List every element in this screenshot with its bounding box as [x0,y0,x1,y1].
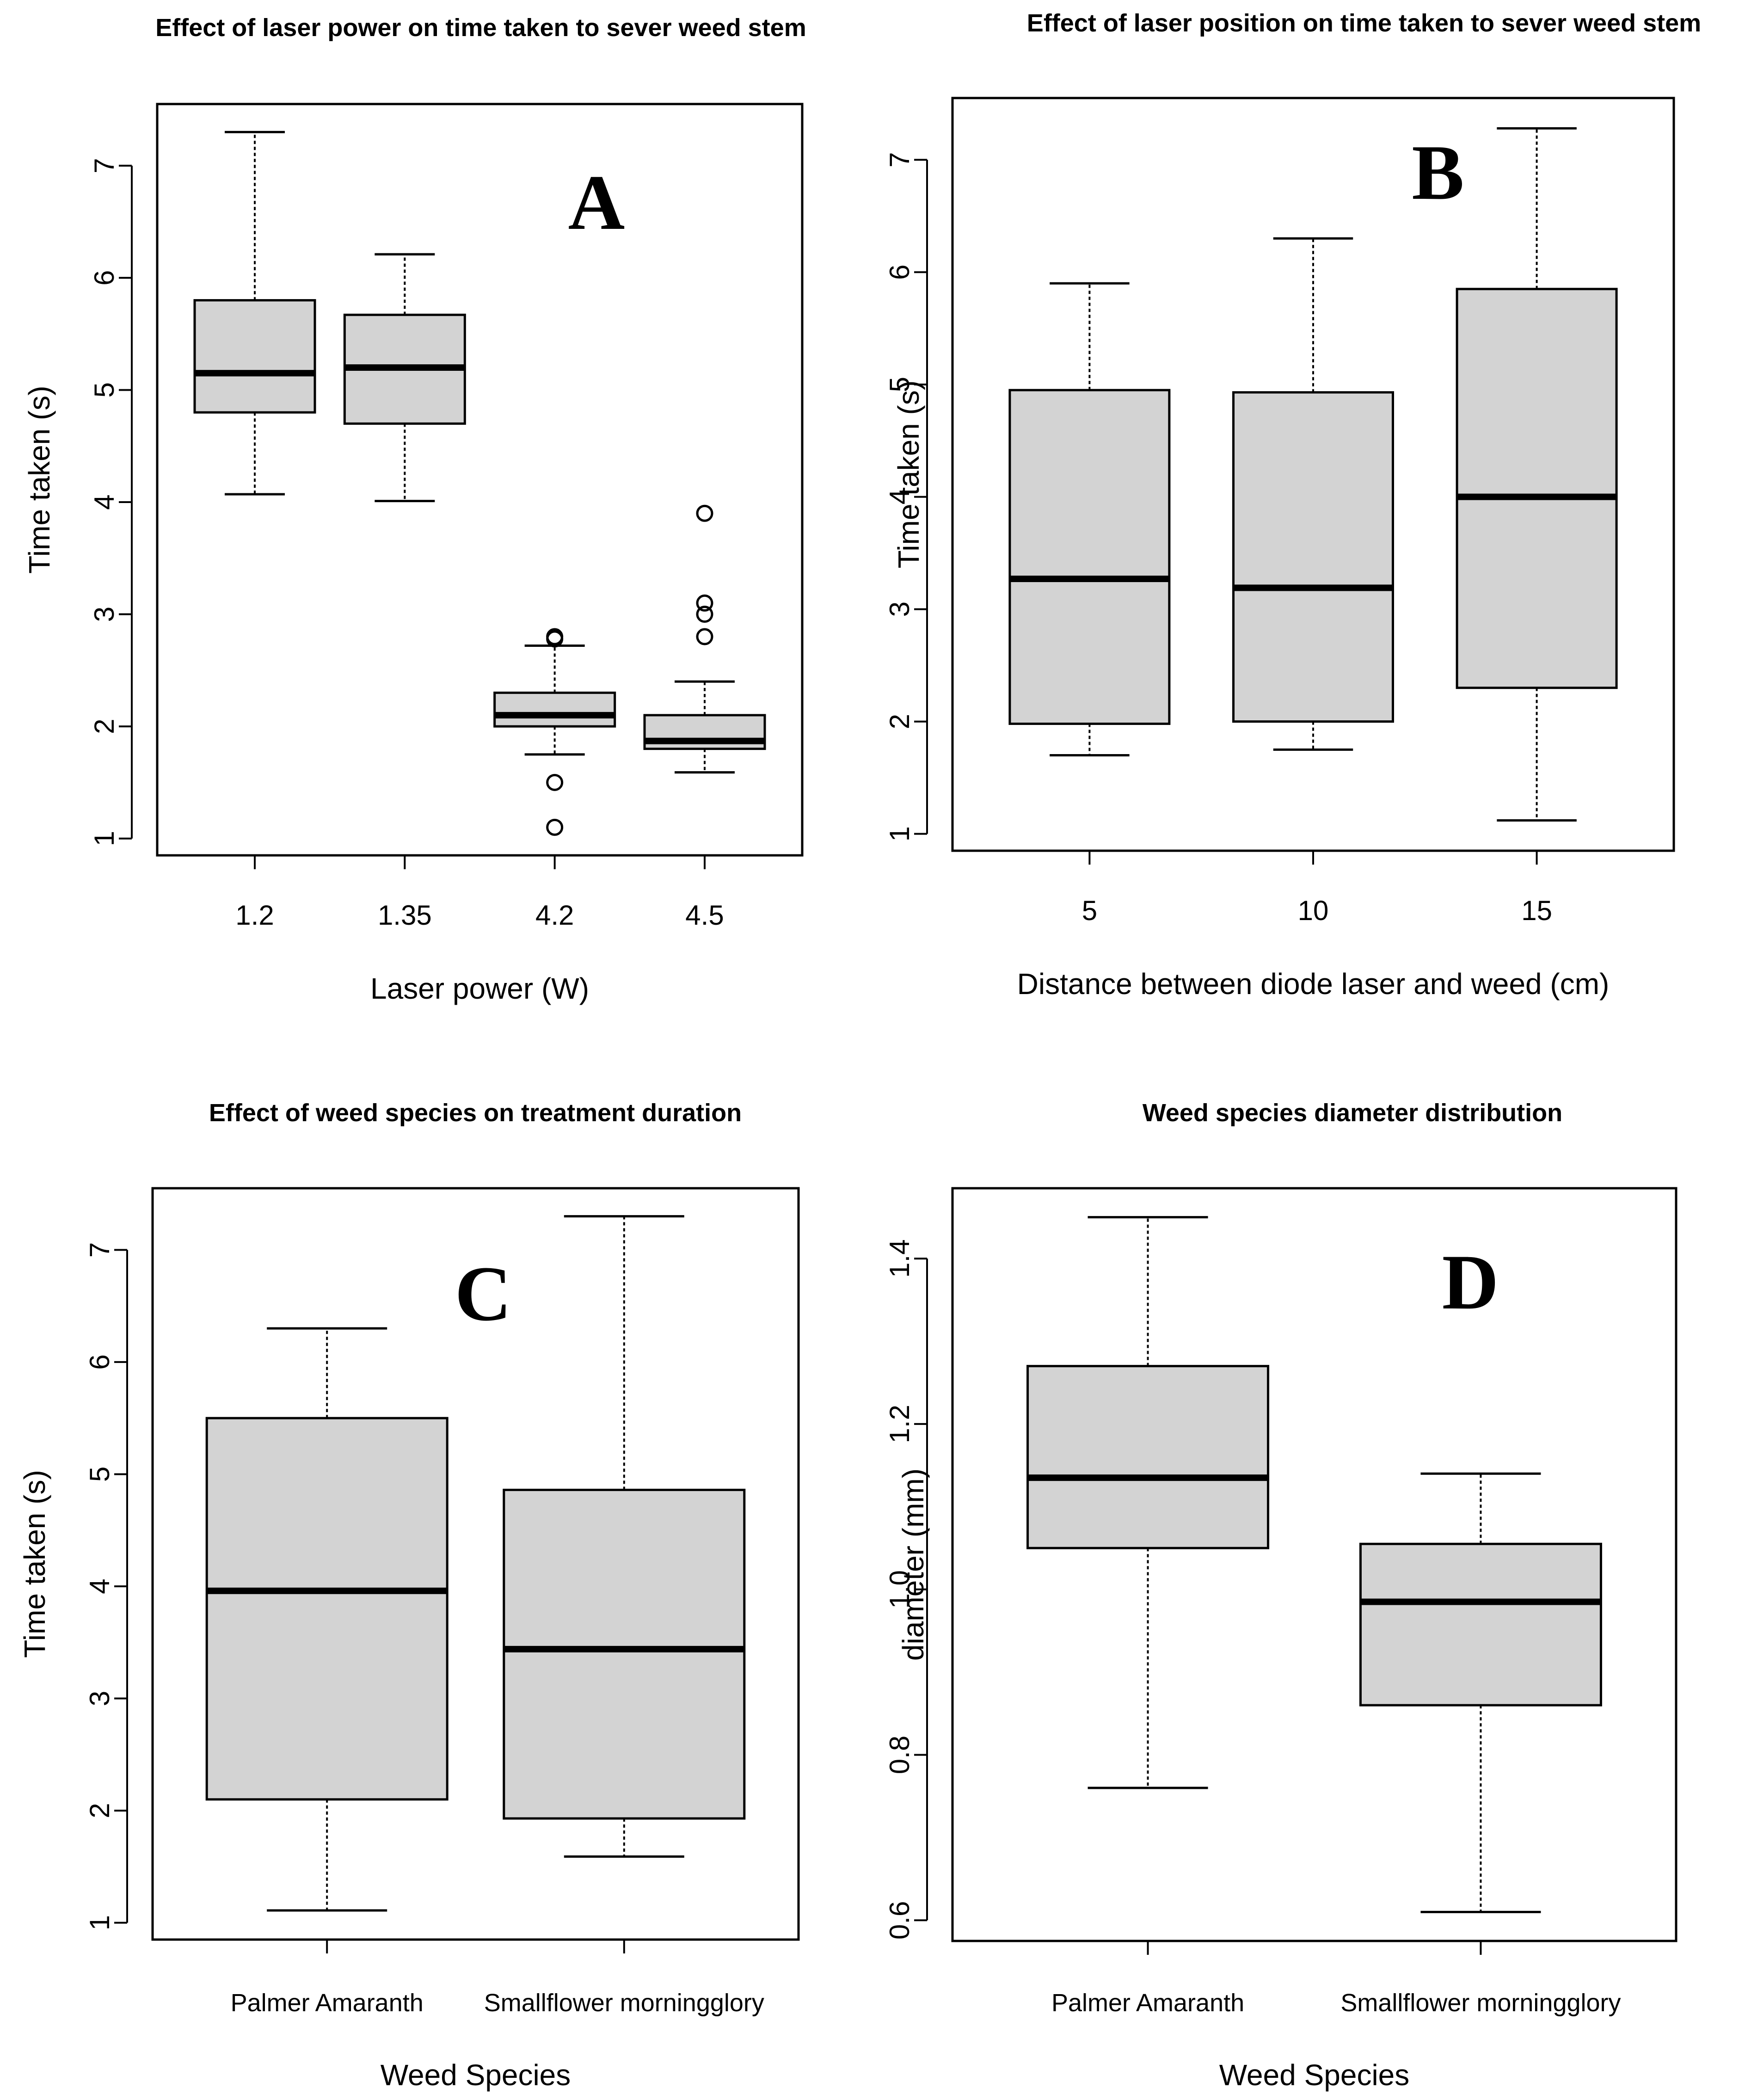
x-axis-label: Weed Species [381,2058,571,2092]
x-tick-label: Smallflower morningglory [484,1989,764,2017]
y-tick-label: 1 [84,1915,115,1930]
y-tick-label: 5 [84,1467,115,1482]
y-tick-label: 4 [89,494,120,510]
y-tick-label: 3 [89,607,120,622]
x-tick-label: 1.2 [235,900,274,931]
x-tick-label: Palmer Amaranth [1051,1989,1244,2017]
y-tick-label: 1 [89,831,120,846]
y-tick-label: 2 [884,714,915,729]
y-tick-label: 1 [884,826,915,841]
box-4 [643,504,766,774]
box-2 [1232,237,1394,751]
y-tick-label: 0.8 [884,1736,915,1774]
box-1 [193,131,316,496]
x-tick-label: 4.2 [535,900,574,931]
y-tick-label: 5 [884,377,915,392]
x-tick-label: Palmer Amaranth [231,1989,424,2017]
box-2 [1359,1472,1602,1913]
panel-a: Effect of laser power on time taken to s… [23,14,806,1005]
y-tick-label: 2 [84,1803,115,1818]
y-tick-label: 0.6 [884,1901,915,1940]
panel-letter: C [455,1250,512,1337]
y-tick-label: 1.4 [884,1239,915,1277]
y-axis-label: diameter (mm) [897,1468,930,1661]
y-tick-label: 3 [884,602,915,617]
y-tick-label: 6 [84,1354,115,1369]
x-tick-label: 1.35 [378,900,432,931]
x-tick-label: 5 [1082,895,1097,926]
x-tick-label: 15 [1521,895,1552,926]
y-tick-label: 6 [884,264,915,280]
plot-frame [151,1187,800,1941]
y-tick-label: 6 [89,270,120,285]
outlier-point [546,774,564,791]
outlier-point [546,818,564,836]
iqr-box [1232,391,1394,723]
x-tick-label: 4.5 [685,900,724,931]
panel-title: Weed species diameter distribution [1143,1099,1562,1127]
y-tick-label: 2 [89,718,120,734]
iqr-box [1359,1542,1602,1707]
iqr-box [205,1417,449,1801]
iqr-box [1008,389,1171,725]
x-axis-label: Distance between diode laser and weed (c… [1017,967,1610,1001]
panel-b: Effect of laser position on time taken t… [884,9,1701,1001]
x-axis-label: Laser power (W) [370,972,589,1005]
box-3 [1456,127,1618,822]
panel-letter: B [1412,129,1464,216]
y-tick-label: 7 [84,1242,115,1258]
y-tick-label: 1.2 [884,1405,915,1443]
box-1 [1026,1216,1270,1789]
panel-letter: D [1442,1239,1499,1326]
x-tick-label: 10 [1298,895,1329,926]
box-2 [343,253,466,503]
iqr-box [493,691,616,728]
outlier-point [696,606,713,623]
y-axis-label: Time taken (s) [18,1470,51,1658]
y-axis-label: Time taken (s) [23,386,56,574]
y-tick-label: 5 [89,382,120,398]
outlier-point [696,594,713,612]
panel-title: Effect of laser position on time taken t… [1027,9,1701,37]
panel-d: Weed species diameter distribution D 0.6 0.… [884,1099,1677,2092]
plot-frame [951,1187,1677,1942]
box-2 [503,1215,746,1858]
outlier-point [696,504,713,522]
y-tick-label: 7 [884,152,915,167]
y-tick-label: 4 [884,489,915,504]
x-tick-label: Smallflower morningglory [1340,1989,1621,2017]
box-1 [205,1327,449,1912]
iqr-box [193,299,316,414]
iqr-box [1456,288,1618,689]
y-axis-label: Time taken (s) [892,381,925,569]
outlier-point [546,630,564,648]
panel-c: Effect of weed species on treatment dura… [18,1099,800,2092]
panel-title: Effect of laser power on time taken to s… [155,14,806,42]
plot-frame [156,103,804,857]
box-1 [1008,282,1171,756]
y-tick-label: 4 [84,1578,115,1594]
y-tick-label: 3 [84,1691,115,1706]
y-tick-label: 1.0 [884,1570,915,1609]
panel-title: Effect of weed species on treatment dura… [209,1099,742,1127]
iqr-box [1026,1365,1270,1549]
outlier-point [696,628,713,645]
panel-letter: A [568,159,625,246]
x-axis-label: Weed Species [1219,2058,1410,2092]
box-3 [493,628,616,836]
y-tick-label: 7 [89,158,120,173]
iqr-box [503,1488,746,1820]
